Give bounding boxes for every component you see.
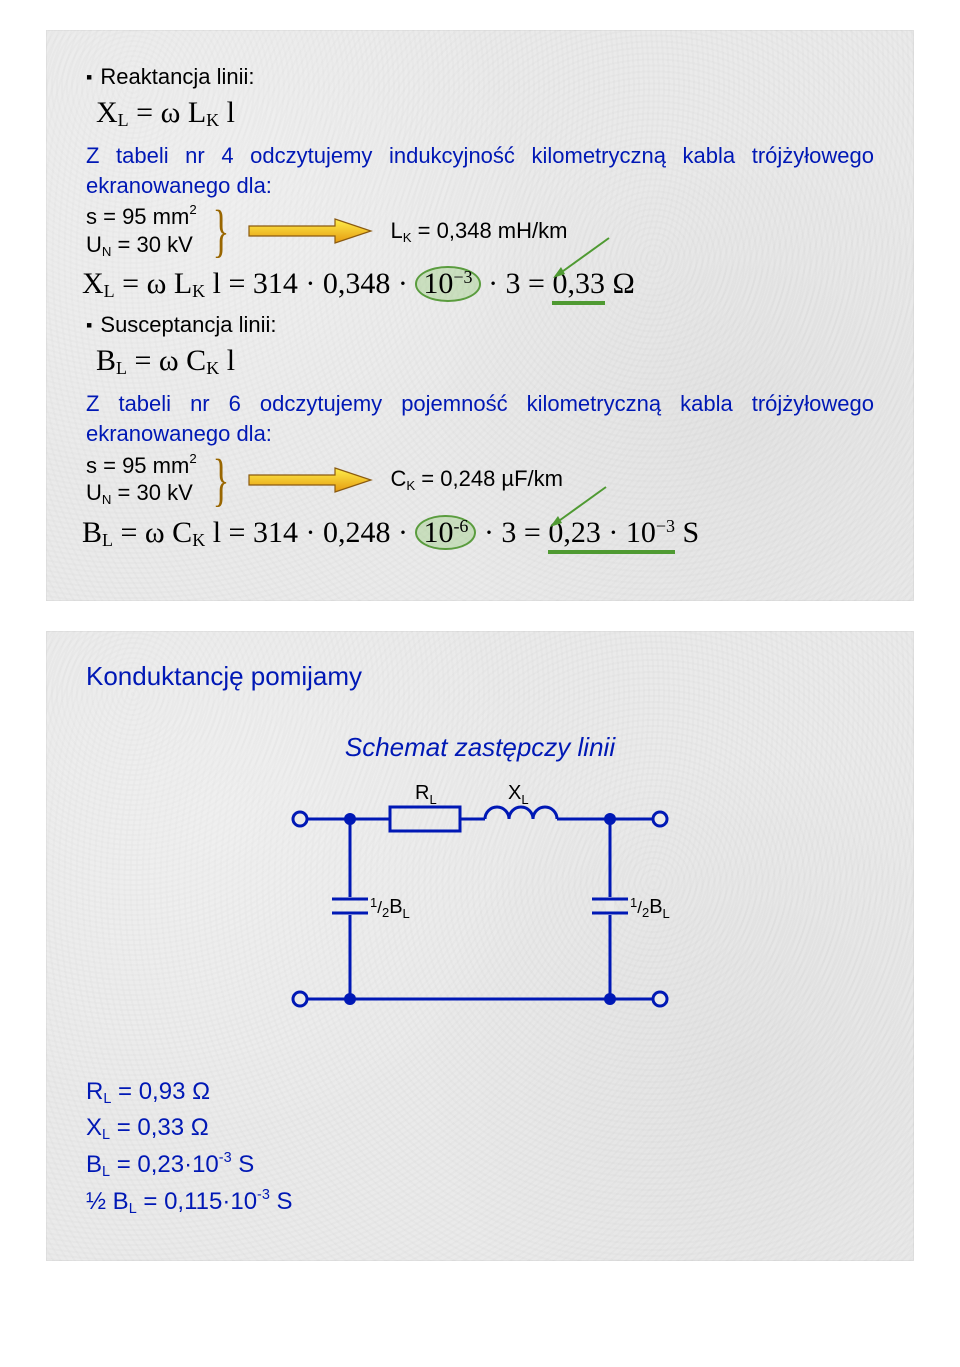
eq-xl-calc: XL = ω LK l = 314 · 0,348 · 10−3 · 3 = 0… (82, 266, 874, 302)
brace-icon: } (212, 457, 229, 503)
result-half-bl: ½ BL = 0,115·10-3 S (86, 1184, 874, 1221)
oval-10m3: 10−3 (415, 266, 480, 302)
params-block-2: s = 95 mm2 UN = 30 kV (86, 451, 197, 509)
circuit-diagram: RL XL 1/2BL 1/2BL (270, 779, 690, 1039)
param-s-2: s = 95 mm2 (86, 451, 197, 480)
params-block-1: s = 95 mm2 UN = 30 kV (86, 202, 197, 260)
thin-arrow-icon (551, 234, 621, 284)
label-half-bl-left: 1/2BL (370, 895, 410, 921)
text-tabela6: Z tabeli nr 6 odczytujemy pojemność kilo… (86, 389, 874, 448)
eq-bl-calc: BL = ω CK l = 314 · 0,248 · 10-6 · 3 = 0… (82, 515, 874, 551)
label-half-bl-right: 1/2BL (630, 895, 670, 921)
results-block: RL = 0,93 Ω XL = 0,33 Ω BL = 0,23·10-3 S… (86, 1074, 874, 1220)
heading-schemat: Schemat zastępczy linii (86, 732, 874, 763)
row-params-ck: s = 95 mm2 UN = 30 kV } (86, 451, 874, 509)
param-un: UN = 30 kV (86, 231, 197, 261)
oval-10m6: 10-6 (415, 515, 476, 551)
brace-icon: } (212, 208, 229, 254)
heading-susceptancja: Susceptancja linii: (86, 312, 874, 338)
label-rl: RL (415, 782, 437, 807)
label-xl: XL (508, 782, 529, 807)
param-s: s = 95 mm2 (86, 202, 197, 231)
heading-konduktancja: Konduktancję pomijamy (86, 661, 874, 692)
eq-bl-def: BL = ω CK l (96, 344, 874, 379)
row-params-lk: s = 95 mm2 UN = 30 kV } (86, 202, 874, 260)
slide-2: Konduktancję pomijamy Schemat zastępczy … (46, 631, 914, 1261)
arrow-icon (245, 214, 375, 248)
param-un-2: UN = 30 kV (86, 479, 197, 509)
result-rl: RL = 0,93 Ω (86, 1074, 874, 1111)
text-tabela4: Z tabeli nr 4 odczytujemy indukcyjność k… (86, 141, 874, 200)
eq-xl-def: XL = ω LK l (96, 96, 874, 131)
heading-reaktancja: Reaktancja linii: (86, 64, 874, 90)
thin-arrow-icon (548, 483, 618, 533)
slide-1: Reaktancja linii: XL = ω LK l Z tabeli n… (46, 30, 914, 601)
ck-label: CK = 0,248 µF/km (391, 466, 563, 493)
result-xl: XL = 0,33 Ω (86, 1110, 874, 1147)
result-bl: BL = 0,23·10-3 S (86, 1147, 874, 1184)
arrow-icon (245, 463, 375, 497)
lk-label: LK = 0,348 mH/km (391, 218, 568, 245)
